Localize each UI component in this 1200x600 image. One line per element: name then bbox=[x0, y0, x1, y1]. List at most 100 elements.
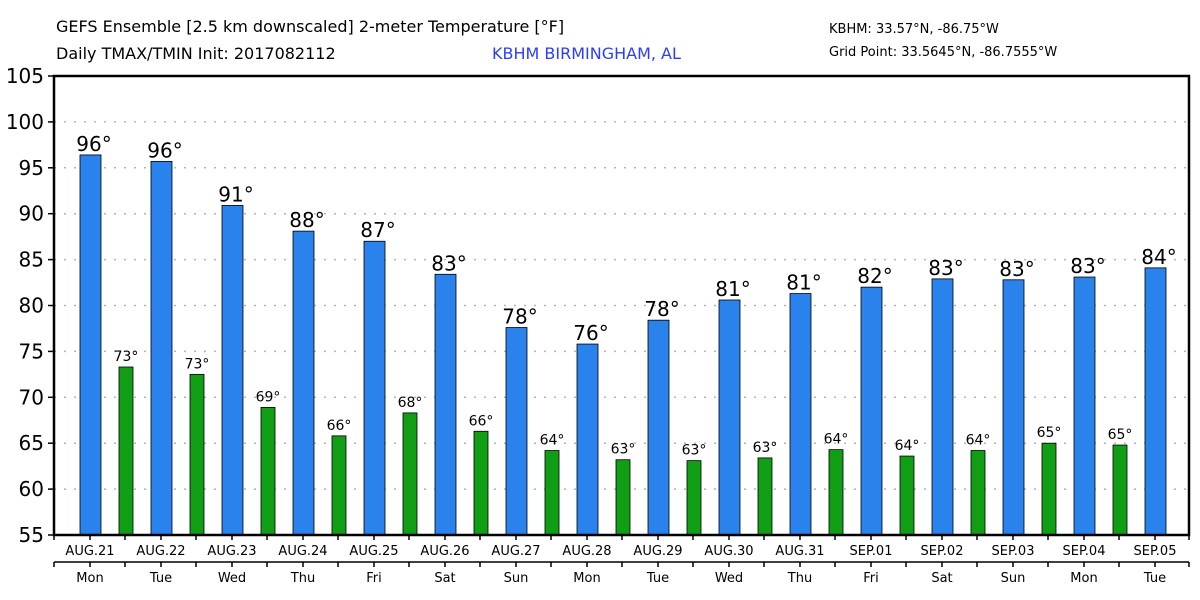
y-tick-label: 90 bbox=[19, 202, 44, 226]
y-tick-label: 95 bbox=[19, 156, 44, 180]
chart-title: GEFS Ensemble [2.5 km downscaled] 2-mete… bbox=[56, 17, 565, 36]
y-axis: 55 60 65 70 75 80 85 90 95 100 105 bbox=[6, 64, 54, 547]
tmax-bar bbox=[647, 319, 670, 536]
tmin-value-label: 66° bbox=[327, 418, 352, 434]
tmin-bar bbox=[189, 373, 205, 536]
tmin-value-label: 64° bbox=[540, 433, 565, 449]
x-weekday-label: Mon bbox=[573, 571, 600, 586]
tmin-bar bbox=[402, 412, 418, 536]
x-weekday-label: Wed bbox=[715, 571, 743, 586]
tmax-bar bbox=[1144, 267, 1167, 536]
tmax-value-label: 83° bbox=[999, 257, 1034, 281]
tmax-value-label: 84° bbox=[1141, 245, 1176, 269]
x-date-label: AUG.31 bbox=[775, 544, 824, 559]
tmax-bar bbox=[292, 230, 315, 536]
tmax-bar bbox=[221, 205, 244, 536]
x-weekday-label: Sun bbox=[1001, 571, 1026, 586]
tmin-value-label: 63° bbox=[611, 442, 636, 458]
tmin-bar bbox=[118, 366, 134, 536]
tmax-value-label: 81° bbox=[786, 271, 821, 295]
tmax-value-label: 76° bbox=[573, 321, 608, 345]
tmax-value-label: 81° bbox=[715, 277, 750, 301]
x-date-label: SEP.05 bbox=[1134, 544, 1177, 559]
tmax-value-label: 91° bbox=[218, 182, 253, 206]
tmax-bar bbox=[79, 154, 102, 536]
x-date-label: AUG.29 bbox=[633, 544, 682, 559]
tmin-bar bbox=[1041, 442, 1057, 536]
tmax-value-label: 78° bbox=[644, 297, 679, 321]
tmax-value-label: 82° bbox=[857, 264, 892, 288]
tmax-value-label: 96° bbox=[147, 138, 182, 162]
x-weekday-label: Mon bbox=[76, 571, 103, 586]
tmax-bar bbox=[931, 278, 954, 536]
x-weekday-label: Thu bbox=[290, 571, 315, 586]
x-weekday-label: Tue bbox=[149, 571, 172, 586]
tmin-bar bbox=[899, 455, 915, 536]
tmin-bar bbox=[331, 435, 347, 536]
y-tick-label: 65 bbox=[19, 431, 44, 455]
x-date-label: AUG.26 bbox=[420, 544, 469, 559]
tmax-value-label: 78° bbox=[502, 305, 537, 329]
y-tick-label: 85 bbox=[19, 248, 44, 272]
x-weekday-label: Fri bbox=[863, 571, 879, 586]
x-date-label: AUG.24 bbox=[278, 544, 327, 559]
tmax-value-label: 87° bbox=[360, 218, 395, 242]
x-date-label: AUG.28 bbox=[562, 544, 611, 559]
tmin-value-label: 73° bbox=[114, 349, 139, 365]
tmax-value-label: 88° bbox=[289, 208, 324, 232]
tmin-bar bbox=[1112, 444, 1128, 536]
y-tick-label: 70 bbox=[19, 385, 44, 409]
tmin-bar bbox=[970, 450, 986, 536]
x-date-label: SEP.01 bbox=[850, 544, 893, 559]
tmin-bar bbox=[757, 457, 773, 536]
tmax-value-label: 83° bbox=[928, 256, 963, 280]
tmax-bar bbox=[505, 327, 528, 536]
tmax-bar bbox=[789, 293, 812, 536]
y-tick-label: 80 bbox=[19, 294, 44, 318]
y-tick-label: 75 bbox=[19, 339, 44, 363]
x-date-label: SEP.03 bbox=[992, 544, 1035, 559]
x-date-label: SEP.02 bbox=[921, 544, 964, 559]
station-coordinates: KBHM: 33.57°N, -86.75°W bbox=[829, 22, 999, 37]
y-tick-label: 60 bbox=[19, 477, 44, 501]
y-tick-label: 100 bbox=[6, 110, 44, 134]
x-weekday-label: Sat bbox=[434, 571, 455, 586]
value-labels: 96° 73° 96° 73° 91° 69° 88° 66° 87° 68° 83° 66° 78° 6… bbox=[76, 132, 1176, 459]
x-axis: AUG.21 Mon AUG.22 Tue AUG.23 Wed AUG.24 Thu AUG.… bbox=[53, 535, 1190, 586]
tmax-bar bbox=[860, 286, 883, 536]
grid-point-coordinates: Grid Point: 33.5645°N, -86.7555°W bbox=[829, 45, 1058, 60]
tmax-bar bbox=[1002, 279, 1025, 536]
x-weekday-label: Thu bbox=[787, 571, 812, 586]
x-weekday-label: Fri bbox=[366, 571, 382, 586]
x-date-label: AUG.23 bbox=[207, 544, 256, 559]
tmax-value-label: 96° bbox=[76, 132, 111, 156]
chart-subtitle: Daily TMAX/TMIN Init: 2017082112 bbox=[56, 44, 336, 63]
tmin-value-label: 73° bbox=[185, 356, 210, 372]
tmin-value-label: 64° bbox=[824, 432, 849, 448]
tmax-bar bbox=[434, 273, 457, 536]
tmin-bar bbox=[828, 449, 844, 536]
station-name: KBHM BIRMINGHAM, AL bbox=[492, 44, 681, 63]
x-date-label: AUG.27 bbox=[491, 544, 540, 559]
tmax-bar bbox=[1073, 276, 1096, 536]
x-date-label: AUG.21 bbox=[65, 544, 114, 559]
tmin-value-label: 65° bbox=[1108, 427, 1133, 443]
tmin-bar bbox=[615, 459, 631, 536]
y-tick-label: 55 bbox=[19, 523, 44, 547]
tmax-bar bbox=[150, 160, 173, 536]
tmin-value-label: 65° bbox=[1037, 425, 1062, 441]
x-date-label: SEP.04 bbox=[1063, 544, 1106, 559]
x-date-label: AUG.30 bbox=[704, 544, 753, 559]
tmax-bar bbox=[576, 343, 599, 536]
bars bbox=[79, 154, 1167, 536]
x-weekday-label: Sat bbox=[931, 571, 952, 586]
x-weekday-label: Tue bbox=[646, 571, 669, 586]
tmin-bar bbox=[544, 450, 560, 536]
x-date-label: AUG.25 bbox=[349, 544, 398, 559]
tmax-value-label: 83° bbox=[431, 251, 466, 275]
tmin-value-label: 68° bbox=[398, 395, 423, 411]
x-weekday-label: Wed bbox=[218, 571, 246, 586]
x-date-label: AUG.22 bbox=[136, 544, 185, 559]
tmin-bar bbox=[473, 430, 489, 536]
